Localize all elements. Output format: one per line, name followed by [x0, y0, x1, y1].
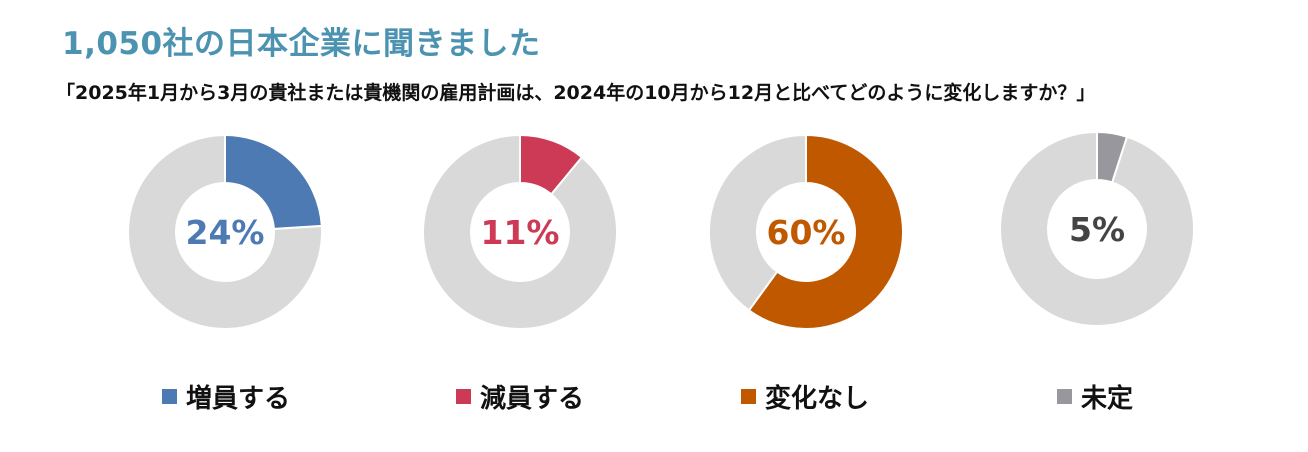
donut-percent-label: 60% [767, 213, 846, 252]
donut-4: 5% [999, 130, 1195, 327]
donut-percent-label: 11% [481, 213, 560, 252]
donut-value-slice [747, 133, 904, 330]
donut-remainder-slice [422, 133, 618, 330]
legend-label: 未定 [1081, 383, 1134, 414]
donut-percent-label: 5% [1069, 210, 1125, 249]
donut-value-slice [1096, 130, 1129, 184]
donut-3: 60% [708, 133, 904, 330]
legend-swatch [162, 388, 177, 404]
legend-swatch [741, 388, 756, 404]
legend-item: 減員する [456, 379, 585, 414]
legend-swatch [1057, 388, 1072, 404]
donut-remainder-slice [999, 130, 1195, 327]
legend-item: 未定 [1057, 379, 1134, 414]
donut-value-slice [224, 133, 323, 230]
legend-label: 減員する [480, 383, 585, 414]
donut-1: 24% [127, 133, 323, 330]
legend-swatch [456, 388, 471, 404]
donut-percent-label: 24% [186, 213, 265, 252]
legend-label: 変化なし [765, 383, 870, 414]
page-title: 1,050社の日本企業に聞きました [62, 26, 541, 62]
donut-remainder-slice [127, 133, 323, 330]
donut-value-slice [519, 133, 584, 196]
legend-label: 増員する [186, 383, 291, 414]
legend-item: 増員する [162, 379, 291, 414]
legend-item: 変化なし [741, 379, 870, 414]
donut-remainder-slice [708, 133, 807, 312]
donut-2: 11% [422, 133, 618, 330]
survey-question: 「2025年1月から3月の貴社または貴機関の雇用計画は、2024年の10月から1… [56, 82, 1096, 104]
